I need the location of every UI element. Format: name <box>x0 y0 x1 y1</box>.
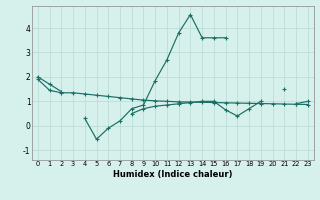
X-axis label: Humidex (Indice chaleur): Humidex (Indice chaleur) <box>113 170 233 179</box>
